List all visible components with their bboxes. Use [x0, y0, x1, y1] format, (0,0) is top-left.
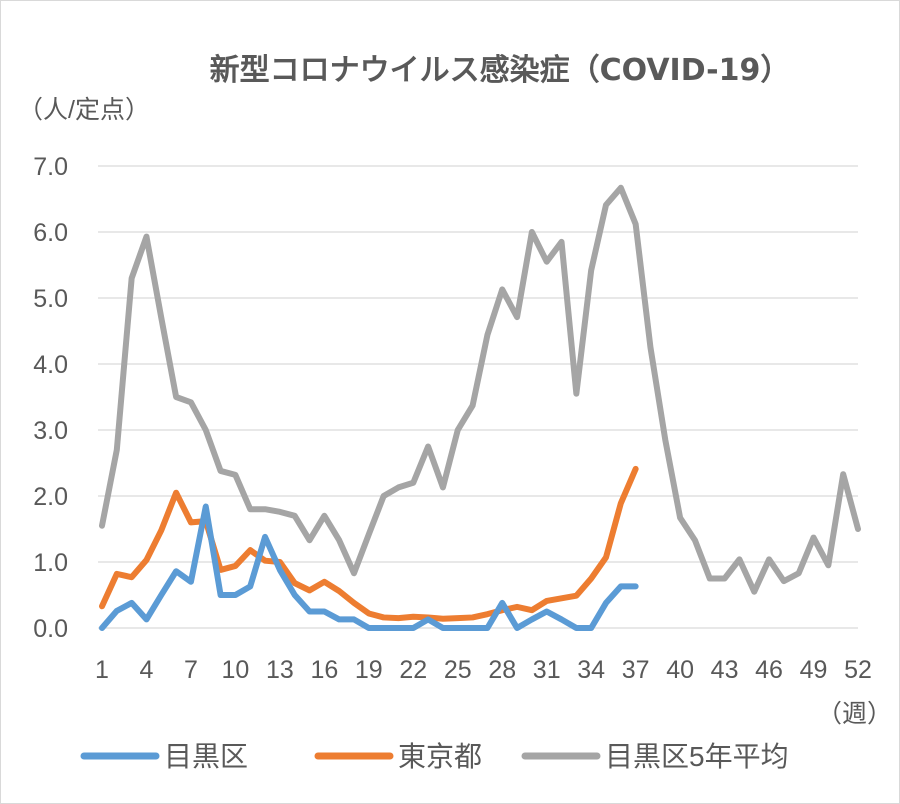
x-axis-label: （週）	[817, 700, 892, 728]
y-tick-label: 5.0	[33, 285, 68, 313]
x-tick-label: 49	[800, 656, 828, 684]
x-tick-label: 37	[622, 656, 650, 684]
x-tick-label: 22	[399, 656, 427, 684]
x-tick-label: 46	[755, 656, 783, 684]
x-tick-label: 13	[266, 656, 294, 684]
legend: 目黒区 東京都 目黒区5年平均	[80, 741, 789, 772]
x-tick-label: 34	[577, 656, 605, 684]
x-tick-label: 31	[533, 656, 561, 684]
series-line-1	[99, 503, 639, 631]
x-axis-tick-labels: 1 4 7 10 13 16 19 22 25 28 31 34 37 40 43 46 49 52	[95, 656, 872, 684]
y-tick-label: 3.0	[33, 417, 68, 445]
y-tick-label: 7.0	[33, 153, 68, 181]
gridlines	[98, 165, 858, 629]
x-tick-label: 28	[488, 656, 516, 684]
y-tick-label: 0.0	[33, 615, 68, 643]
y-tick-label: 2.0	[33, 483, 68, 511]
x-tick-label: 1	[95, 656, 109, 684]
x-tick-label: 40	[666, 656, 694, 684]
y-axis-label: （人/定点）	[18, 96, 150, 124]
y-tick-label: 4.0	[33, 351, 68, 379]
x-tick-label: 16	[310, 656, 338, 684]
legend-item: 東京都	[314, 741, 482, 772]
x-tick-label: 25	[444, 656, 472, 684]
x-tick-label: 19	[355, 656, 383, 684]
y-axis-tick-labels: 0.0 1.0 2.0 3.0 4.0 5.0 6.0 7.0	[33, 153, 68, 643]
x-tick-label: 4	[140, 656, 154, 684]
chart-title: 新型コロナウイルス感染症（COVID-19）	[210, 53, 791, 88]
legend-label: 目黒区5年平均	[605, 741, 789, 772]
x-tick-label: 43	[711, 656, 739, 684]
x-tick-label: 10	[222, 656, 250, 684]
legend-label: 目黒区	[164, 741, 248, 772]
y-tick-label: 6.0	[33, 219, 68, 247]
legend-item: 目黒区5年平均	[521, 741, 789, 772]
series-line-2	[99, 465, 639, 622]
x-tick-label: 52	[844, 656, 872, 684]
legend-item: 目黒区	[80, 741, 248, 772]
y-tick-label: 1.0	[33, 549, 68, 577]
series-line-3	[99, 184, 861, 595]
series-lines	[99, 184, 861, 631]
x-tick-label: 7	[184, 656, 198, 684]
legend-label: 東京都	[398, 741, 482, 772]
